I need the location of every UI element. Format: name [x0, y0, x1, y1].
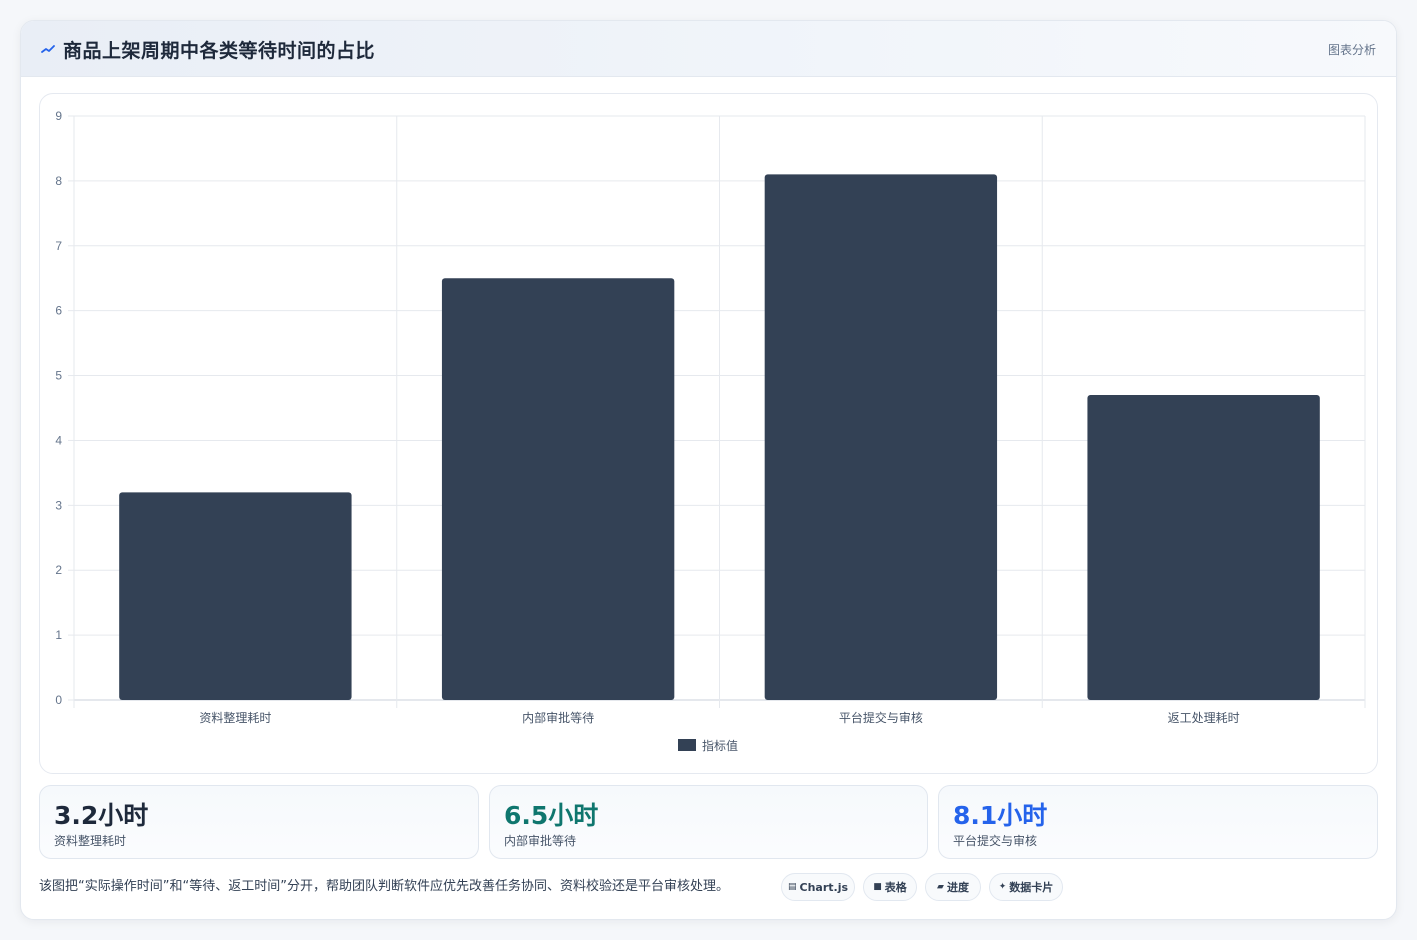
x-tick-label: 返工处理耗时: [1168, 711, 1240, 725]
chart-analysis-tag: 图表分析: [1327, 43, 1376, 57]
stat-card-1: 3.2小时 资料整理耗时: [39, 785, 479, 859]
chart-card: 商品上架周期中各类等待时间的占比 图表分析 0 1 2 3 4 5 6 7 8 9 资料整理耗时 内部…: [20, 20, 1397, 920]
chart-note: 该图把“实际操作时间”和“等待、返工时间”分开，帮助团队判断软件应优先改善任务协…: [39, 879, 729, 894]
stat-card-3: 8.1小时 平台提交与审核: [938, 785, 1378, 859]
bar-3: [764, 174, 998, 700]
stat-label: 资料整理耗时: [54, 834, 127, 848]
y-tick-label: 3: [55, 498, 62, 512]
stat-label: 内部审批等待: [504, 834, 577, 848]
stat-value: 8.1小时: [953, 801, 1048, 830]
bar-2: [441, 278, 675, 700]
pill-label: 数据卡片: [1009, 881, 1054, 894]
stat-label: 平台提交与审核: [953, 834, 1038, 848]
sparkle-icon: ✦: [998, 882, 1007, 892]
x-tick-label: 平台提交与审核: [839, 710, 923, 725]
pill-label: 表格: [884, 881, 907, 894]
pill-chartjs[interactable]: ▤ Chart.js: [781, 873, 855, 901]
y-tick-label: 2: [55, 563, 62, 577]
stat-card-2: 6.5小时 内部审批等待: [489, 785, 928, 859]
trend-icon: [41, 45, 55, 53]
stat-value: 3.2小时: [54, 801, 149, 830]
chart-icon: ▤: [787, 882, 797, 892]
y-tick-label: 7: [55, 239, 62, 253]
legend-label: 指标值: [702, 738, 738, 753]
pill-table[interactable]: ■ 表格: [863, 873, 917, 901]
progress-icon: ▰: [937, 882, 944, 892]
stat-value: 6.5小时: [504, 801, 599, 830]
y-tick-label: 5: [55, 369, 62, 383]
x-tick-label: 内部审批等待: [522, 710, 594, 725]
bar-4: [1087, 395, 1320, 700]
pill-data-cards[interactable]: ✦ 数据卡片: [989, 873, 1063, 901]
y-tick-label: 9: [55, 109, 62, 123]
chart-container: 0 1 2 3 4 5 6 7 8 9 资料整理耗时 内部审批等待 平台提交与审核 返工处理耗时指标值: [39, 93, 1378, 774]
y-tick-label: 6: [55, 304, 62, 318]
pill-label: Chart.js: [799, 880, 849, 894]
x-tick-label: 资料整理耗时: [199, 710, 271, 725]
pill-progress[interactable]: ▰ 进度: [925, 873, 981, 901]
table-icon: ■: [873, 882, 882, 892]
y-tick-label: 0: [55, 693, 62, 707]
pill-label: 进度: [946, 881, 969, 894]
chart-title: 商品上架周期中各类等待时间的占比: [63, 40, 376, 62]
bar-1: [119, 492, 352, 700]
card-header: 商品上架周期中各类等待时间的占比 图表分析: [21, 21, 1396, 77]
legend-swatch: [678, 739, 696, 751]
y-tick-label: 4: [55, 433, 62, 447]
y-tick-label: 8: [55, 174, 62, 188]
y-tick-label: 1: [55, 628, 62, 642]
